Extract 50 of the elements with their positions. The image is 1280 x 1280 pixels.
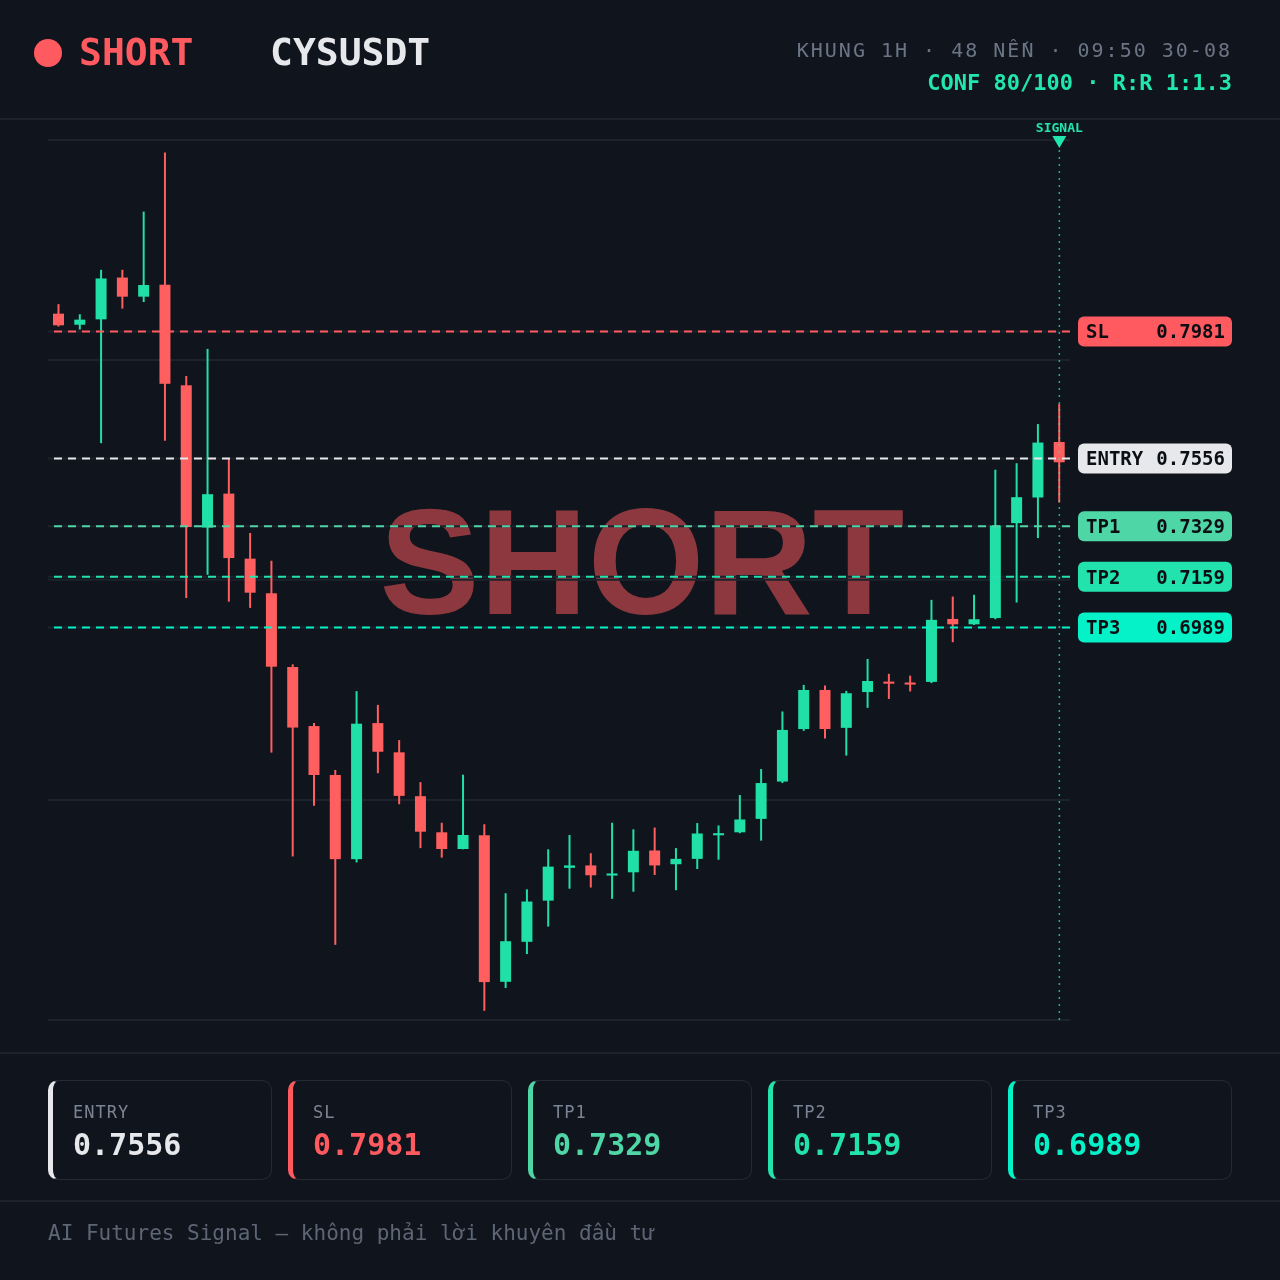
candlestick: [734, 794, 746, 835]
category-label: ENTRY: [73, 1102, 130, 1122]
card: TP2 0.7159: [768, 1080, 992, 1180]
y-tick-label: 0.7981: [1156, 320, 1225, 343]
card: SL 0.7981: [288, 1080, 512, 1180]
text: SIGNAL: [1035, 120, 1083, 135]
candlestick: [606, 821, 618, 900]
data-label: 0.7329: [553, 1127, 662, 1162]
chart-subtitle: KHUNG 1H · 48 NẾN · 09:50 30-08: [796, 38, 1232, 62]
candlestick: [1053, 403, 1065, 504]
candlestick: [862, 657, 874, 709]
text: AI Futures Signal — không phải lời khuyên đầu tư: [48, 1221, 655, 1245]
y-tick-label: 0.7329: [1156, 514, 1225, 537]
candlestick: [53, 303, 64, 328]
candlestick: [585, 852, 597, 889]
candlestick: [968, 593, 980, 626]
candlestick: [627, 828, 639, 893]
card: TP3 0.6989: [1008, 1080, 1232, 1180]
y-tick-label: 0.7159: [1156, 565, 1225, 588]
category-label: TP2: [793, 1102, 827, 1122]
candlestick: [457, 773, 469, 851]
annotation: SHORT: [379, 478, 905, 646]
text: SHORT: [79, 30, 194, 74]
candlestick: [713, 824, 725, 861]
text: CONF 80/100 · R:R 1:1.3: [927, 70, 1232, 95]
chart-title: CYSUSDT: [270, 30, 431, 74]
category-label: TP1: [553, 1102, 587, 1122]
candlestick: [116, 268, 128, 310]
data-label: 0.7556: [73, 1127, 182, 1162]
category-label: SL: [313, 1102, 336, 1122]
candlestick: [138, 210, 150, 304]
card: TP1 0.7329: [528, 1080, 752, 1180]
ref-line-label: ENTRY: [1086, 447, 1144, 470]
y-tick-label: 0.7556: [1156, 447, 1225, 470]
candlestick: [670, 847, 682, 892]
data-label: 0.7159: [793, 1127, 902, 1162]
y-tick-label: 0.6989: [1156, 616, 1225, 639]
candlestick: [947, 595, 959, 644]
candlestick: [564, 833, 575, 890]
candlestick: [883, 672, 895, 700]
card: ENTRY 0.7556: [48, 1080, 272, 1180]
ref-line-label: TP1: [1086, 514, 1121, 537]
ref-line-label: TP2: [1086, 565, 1121, 588]
ref-line-label: SL: [1086, 320, 1109, 343]
ref-line-label: TP3: [1086, 616, 1121, 639]
candlestick: [649, 826, 661, 876]
data-label: 0.6989: [1033, 1127, 1142, 1162]
candlestick: [436, 821, 448, 859]
category-label: TP3: [1033, 1102, 1067, 1122]
data-label: 0.7981: [313, 1127, 422, 1162]
